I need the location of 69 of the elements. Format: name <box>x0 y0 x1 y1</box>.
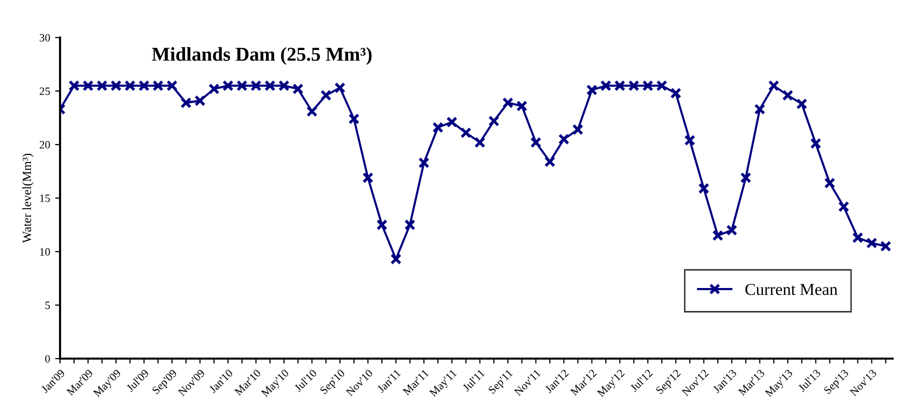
point <box>852 232 864 244</box>
point <box>726 224 738 236</box>
point <box>740 172 752 184</box>
point <box>152 80 164 92</box>
point <box>600 80 612 92</box>
point <box>124 80 136 92</box>
point <box>712 230 724 242</box>
point <box>642 80 654 92</box>
point <box>810 138 822 150</box>
point <box>614 80 626 92</box>
point <box>110 80 122 92</box>
point <box>320 90 332 101</box>
point <box>572 124 584 136</box>
point <box>880 240 892 252</box>
y-tick-label: 5 <box>45 302 50 310</box>
point <box>180 97 192 108</box>
y-tick-label: 0 <box>45 355 50 363</box>
point <box>838 201 850 212</box>
point <box>236 80 248 92</box>
point <box>628 80 640 92</box>
point <box>684 134 696 146</box>
point <box>222 80 234 92</box>
point <box>138 80 150 92</box>
point <box>306 106 318 117</box>
y-tick-label: 20 <box>40 141 50 149</box>
point <box>348 113 360 124</box>
point <box>250 80 262 92</box>
point <box>782 90 794 101</box>
y-tick-label: 15 <box>40 194 50 202</box>
point <box>474 136 486 148</box>
point <box>656 80 668 92</box>
point <box>390 254 402 265</box>
point <box>516 100 528 112</box>
point <box>376 219 388 230</box>
y-tick-label: 25 <box>40 88 50 96</box>
y-tick-label: 30 <box>40 34 50 42</box>
point <box>446 116 458 128</box>
point <box>264 80 276 92</box>
point <box>278 80 290 92</box>
y-axis-title: Water level(Mm³) <box>22 154 34 243</box>
point <box>82 80 94 92</box>
point <box>502 97 514 108</box>
point <box>166 80 178 92</box>
point <box>208 83 220 94</box>
point <box>194 95 206 106</box>
legend-label: Current Mean <box>745 284 838 296</box>
point <box>866 237 878 249</box>
chart-title: Midlands Dam (25.5 Mm³) <box>152 47 372 65</box>
point <box>96 80 108 92</box>
point <box>362 172 374 184</box>
point <box>768 80 780 92</box>
point <box>292 83 304 94</box>
point <box>432 122 444 133</box>
y-tick-label: 10 <box>40 248 50 256</box>
point <box>460 127 472 138</box>
point <box>530 136 542 148</box>
point <box>334 82 346 94</box>
point <box>670 88 682 99</box>
point <box>418 157 430 168</box>
point <box>404 219 416 230</box>
point <box>488 115 500 127</box>
point <box>824 178 836 189</box>
point <box>544 156 556 168</box>
point <box>796 98 808 110</box>
point <box>754 104 766 115</box>
point <box>68 80 80 92</box>
point <box>558 134 570 145</box>
point <box>586 84 598 96</box>
point <box>698 182 710 194</box>
